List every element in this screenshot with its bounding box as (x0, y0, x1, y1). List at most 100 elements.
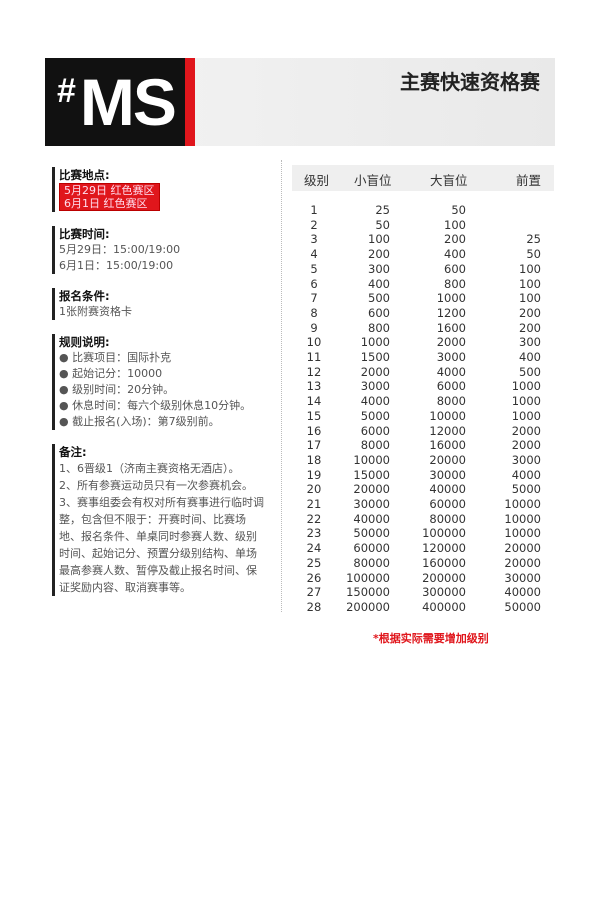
level-cell: 1 (310, 203, 318, 217)
ante-cell: 400 (519, 350, 541, 364)
small-blind-cell: 60000 (353, 541, 390, 556)
small-blind-cell: 200000 (346, 599, 390, 614)
big-blind-cell: 3000 (436, 350, 466, 364)
big-blind-cell: 1200 (436, 305, 466, 320)
note-item: 2、所有参赛运动员只有一次参赛机会。 (59, 479, 253, 492)
level-cell: 6 (310, 276, 318, 291)
note-item: 1、6晋级1（济南主赛资格无酒店）。 (59, 462, 240, 475)
level-cell: 10 (306, 335, 322, 350)
table-row: 27 150000 300000 40000 (292, 585, 554, 600)
level-cell: 5 (310, 261, 318, 276)
table-row: 2 50 100 (292, 218, 554, 233)
venue-line: 6月1日 红色赛区 (64, 197, 148, 210)
big-blind-cell: 20000 (429, 452, 466, 467)
big-blind-cell: 400 (444, 247, 466, 262)
venue-label: 比赛地点: (59, 168, 110, 182)
table-row: 4 200 400 50 (292, 247, 554, 262)
time-section: 比赛时间: 5月29日：15:00/19:00 6月1日：15:00/19:00 (52, 226, 267, 274)
divider (281, 160, 282, 612)
small-blind-cell: 1000 (360, 335, 390, 350)
small-blind-cell: 30000 (353, 497, 390, 511)
table-row: 17 8000 16000 2000 (292, 438, 554, 453)
level-cell: 28 (306, 599, 322, 614)
level-cell: 2 (310, 217, 318, 232)
small-blind-cell: 25 (375, 203, 390, 217)
ante-cell: 25 (526, 232, 541, 247)
small-blind-cell: 20000 (353, 482, 390, 497)
table-header: 级别 小盲位 大盲位 前置 (292, 165, 554, 191)
level-cell: 18 (306, 452, 322, 467)
big-blind-cell: 600 (444, 261, 466, 276)
small-blind-cell: 5000 (360, 408, 390, 423)
table-row: 16 6000 12000 2000 (292, 424, 554, 439)
small-blind-cell: 100 (368, 232, 390, 247)
table-row: 3 100 200 25 (292, 232, 554, 247)
header-level: 级别 (304, 173, 330, 188)
table-row: 22 40000 80000 10000 (292, 512, 554, 527)
venue-section: 比赛地点: 5月29日 红色赛区 6月1日 红色赛区 (52, 167, 267, 212)
level-cell: 12 (306, 364, 322, 379)
ante-cell: 10000 (504, 526, 541, 541)
level-cell: 27 (306, 585, 322, 600)
ms-logo: # MS (45, 58, 195, 146)
level-cell: 13 (306, 379, 322, 394)
table-row: 7 500 1000 100 (292, 291, 554, 306)
ante-cell: 10000 (504, 511, 541, 526)
table-row: 13 3000 6000 1000 (292, 379, 554, 394)
level-cell: 15 (306, 408, 322, 423)
table-row: 11 1500 3000 400 (292, 350, 554, 365)
ante-cell: 2000 (511, 423, 541, 438)
venue-line: 5月29日 红色赛区 (64, 184, 155, 197)
header-big-blind: 大盲位 (430, 173, 468, 188)
small-blind-cell: 40000 (353, 511, 390, 526)
venue-highlight: 5月29日 红色赛区 6月1日 红色赛区 (59, 183, 160, 211)
rules-section: 规则说明: ● 比赛项目：国际扑克 ● 起始记分：10000 ● 级别时间：20… (52, 334, 267, 430)
ante-cell: 100 (519, 276, 541, 291)
level-cell: 20 (306, 482, 322, 497)
level-cell: 14 (306, 394, 322, 409)
table-row: 19 15000 30000 4000 (292, 468, 554, 483)
header-ante: 前置 (515, 173, 541, 188)
note-item: 3、赛事组委会有权对所有赛事进行临时调整，包含但不限于：开赛时间、比赛场地、报名… (59, 496, 264, 594)
table-row: 18 10000 20000 3000 (292, 453, 554, 468)
big-blind-cell: 2000 (436, 335, 466, 350)
big-blind-cell: 16000 (429, 438, 466, 453)
ante-cell: 40000 (504, 585, 541, 600)
small-blind-cell: 200 (368, 247, 390, 262)
table-row: 12 2000 4000 500 (292, 365, 554, 380)
big-blind-cell: 12000 (429, 423, 466, 438)
level-cell: 11 (306, 350, 322, 364)
big-blind-cell: 800 (444, 276, 466, 291)
small-blind-cell: 100000 (346, 570, 390, 585)
small-blind-cell: 8000 (360, 438, 390, 453)
level-cell: 26 (306, 570, 322, 585)
level-cell: 17 (306, 438, 322, 453)
big-blind-cell: 100 (444, 217, 466, 232)
big-blind-cell: 10000 (429, 408, 466, 423)
table-row: 14 4000 8000 1000 (292, 394, 554, 409)
ante-cell: 50000 (504, 599, 541, 614)
level-cell: 24 (306, 541, 322, 556)
ante-cell: 500 (519, 364, 541, 379)
table-row: 25 80000 160000 20000 (292, 556, 554, 571)
small-blind-cell: 6000 (360, 423, 390, 438)
small-blind-cell: 15000 (353, 467, 390, 482)
level-cell: 3 (310, 232, 318, 247)
footnote: *根据实际需要增加级别 (373, 632, 489, 645)
level-cell: 7 (310, 291, 318, 306)
big-blind-cell: 1600 (436, 320, 466, 335)
rule-item: ● 起始记分：10000 (59, 367, 163, 380)
level-cell: 21 (306, 497, 322, 511)
small-blind-cell: 80000 (353, 555, 390, 570)
rule-item: ● 比赛项目：国际扑克 (59, 351, 172, 364)
big-blind-cell: 60000 (429, 497, 466, 511)
big-blind-cell: 200 (444, 232, 466, 247)
ante-cell: 5000 (511, 482, 541, 497)
small-blind-cell: 3000 (360, 379, 390, 394)
level-cell: 23 (306, 526, 322, 541)
big-blind-cell: 400000 (422, 599, 466, 614)
page-title: 主赛快速资格赛 (400, 70, 540, 94)
entry-label: 报名条件: (59, 289, 110, 303)
table-row: 8 600 1200 200 (292, 306, 554, 321)
entry-line: 1张附赛资格卡 (59, 305, 132, 318)
